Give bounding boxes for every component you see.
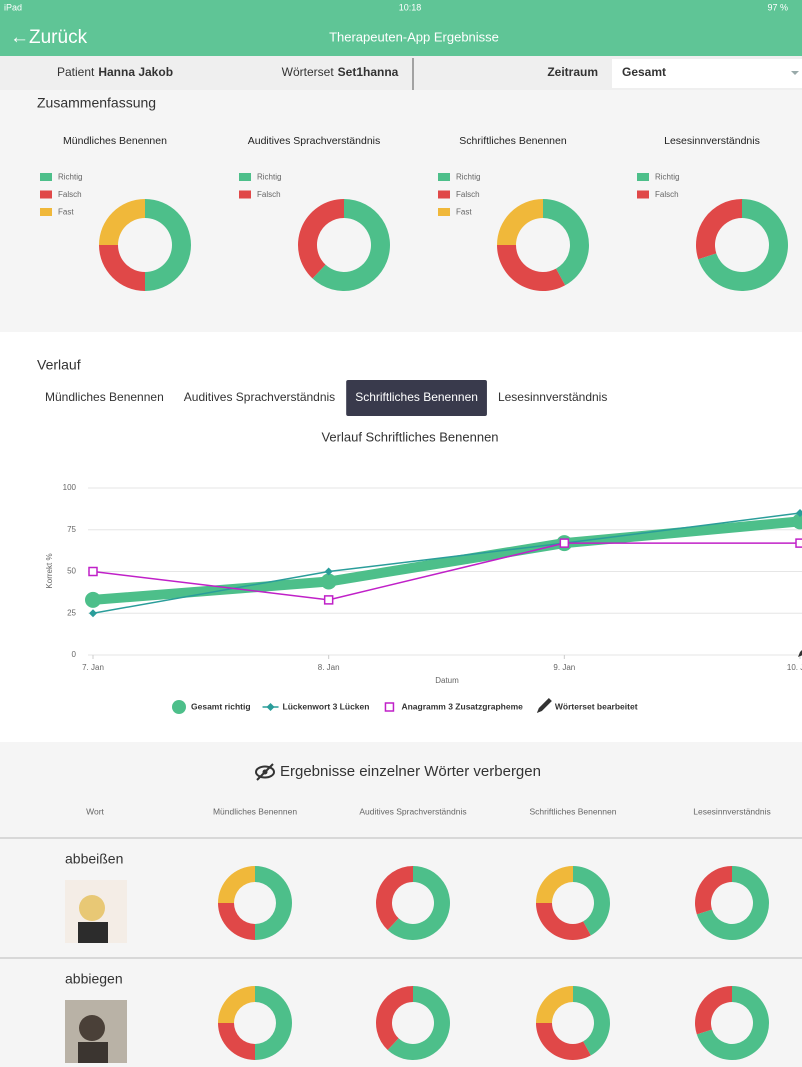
legend-label: Gesamt richtig [191, 701, 251, 711]
word-image [65, 1000, 127, 1063]
patient-name: Hanna Jakob [98, 65, 173, 79]
legend-label: Richtig [58, 173, 82, 182]
x-tick-label: 8. Jan [318, 663, 340, 672]
x-tick-label: 7. Jan [82, 663, 104, 672]
image-figure [79, 895, 105, 921]
period-label: Zeitraum [547, 65, 598, 79]
series [85, 513, 802, 607]
period-value[interactable]: Gesamt [622, 65, 666, 79]
tab-label: Auditives Sprachverständnis [184, 390, 335, 404]
column-header: Schriftliches Benennen [530, 806, 617, 816]
x-tick-label: 9. Jan [553, 663, 575, 672]
legend-swatch [438, 191, 450, 199]
word-label: abbeißen [65, 851, 123, 867]
point [796, 539, 802, 547]
legend-label: Anagramm 3 Zusatzgrapheme [401, 701, 523, 711]
image-figure [78, 922, 108, 943]
status-device: iPad [4, 2, 22, 12]
wordset-label: Wörterset [282, 65, 335, 79]
point [321, 574, 337, 590]
legend-label: Fast [456, 208, 472, 217]
tab-label: Mündliches Benennen [45, 390, 164, 404]
y-tick-label: 0 [72, 650, 77, 659]
legend-swatch [40, 191, 52, 199]
back-button[interactable]: ←Zurück [10, 27, 88, 48]
donut-title: Schriftliches Benennen [459, 135, 567, 147]
image-figure [79, 1015, 105, 1041]
page: iPad 10:18 97 % ←Zurück Therapeuten-App … [0, 0, 802, 1067]
wordset-name: Set1hanna [338, 65, 399, 79]
legend-icon [385, 703, 393, 711]
tab-label: Lesesinnverständnis [498, 390, 607, 404]
legend-label: Richtig [257, 173, 281, 182]
legend-label: Falsch [257, 190, 281, 199]
legend-swatch [239, 173, 251, 181]
legend-swatch [637, 173, 649, 181]
donut-title: Auditives Sprachverständnis [248, 135, 381, 147]
column-header: Wort [86, 806, 104, 816]
word-image [65, 880, 127, 943]
x-tick-label: 10. Jan [787, 663, 802, 672]
y-tick-label: 25 [67, 608, 76, 617]
donut-title: Lesesinnverständnis [664, 135, 760, 147]
legend-label: Wörterset bearbeitet [555, 701, 638, 711]
x-axis-label: Datum [435, 676, 459, 685]
y-tick-label: 50 [67, 567, 76, 576]
legend-label: Falsch [456, 190, 480, 199]
word-label: abbiegen [65, 971, 123, 987]
nav-title: Therapeuten-App Ergebnisse [329, 29, 499, 44]
legend-label: Richtig [655, 173, 679, 182]
legend-swatch [438, 208, 450, 216]
legend-label: Falsch [655, 190, 679, 199]
summary-title: Zusammenfassung [37, 95, 156, 111]
tab-label: Schriftliches Benennen [355, 390, 478, 404]
legend-icon [537, 698, 552, 713]
legend-swatch [239, 191, 251, 199]
app-screen: iPad 10:18 97 % ←Zurück Therapeuten-App … [0, 0, 802, 1067]
legend-swatch [40, 173, 52, 181]
point [85, 592, 101, 608]
point [89, 609, 97, 617]
legend-label: Richtig [456, 173, 480, 182]
legend-label: Fast [58, 208, 74, 217]
legend-swatch [40, 208, 52, 216]
series-line [93, 521, 800, 599]
tab[interactable]: Lesesinnverständnis [489, 380, 616, 416]
point [89, 568, 97, 576]
image-figure [78, 1042, 108, 1063]
legend-icon [172, 700, 186, 714]
patient-label: Patient [57, 65, 95, 79]
status-time: 10:18 [399, 2, 422, 12]
toggle-word-results[interactable]: Ergebnisse einzelner Wörter verbergen [280, 763, 541, 780]
column-header: Lesesinnverständnis [693, 806, 771, 816]
point [560, 539, 568, 547]
y-axis-label: Korrekt % [45, 553, 54, 588]
legend-swatch [438, 173, 450, 181]
y-tick-label: 100 [63, 483, 77, 492]
donut-title: Mündliches Benennen [63, 135, 167, 147]
status-battery: 97 % [767, 2, 788, 12]
tab[interactable]: Auditives Sprachverständnis [175, 380, 344, 416]
legend-label: Lückenwort 3 Lücken [283, 701, 370, 711]
column-header: Mündliches Benennen [213, 806, 297, 816]
tab[interactable]: Mündliches Benennen [36, 380, 173, 416]
legend-icon [267, 703, 275, 711]
progress-title: Verlauf [37, 357, 81, 373]
point [325, 596, 333, 604]
y-tick-label: 75 [67, 525, 76, 534]
legend: Gesamt richtig Lückenwort 3 Lücken Anagram… [172, 698, 638, 714]
column-header: Auditives Sprachverständnis [359, 806, 466, 816]
tab[interactable]: Schriftliches Benennen [346, 380, 487, 416]
legend-swatch [637, 191, 649, 199]
chart-title: Verlauf Schriftliches Benennen [321, 429, 498, 444]
legend-label: Falsch [58, 190, 82, 199]
